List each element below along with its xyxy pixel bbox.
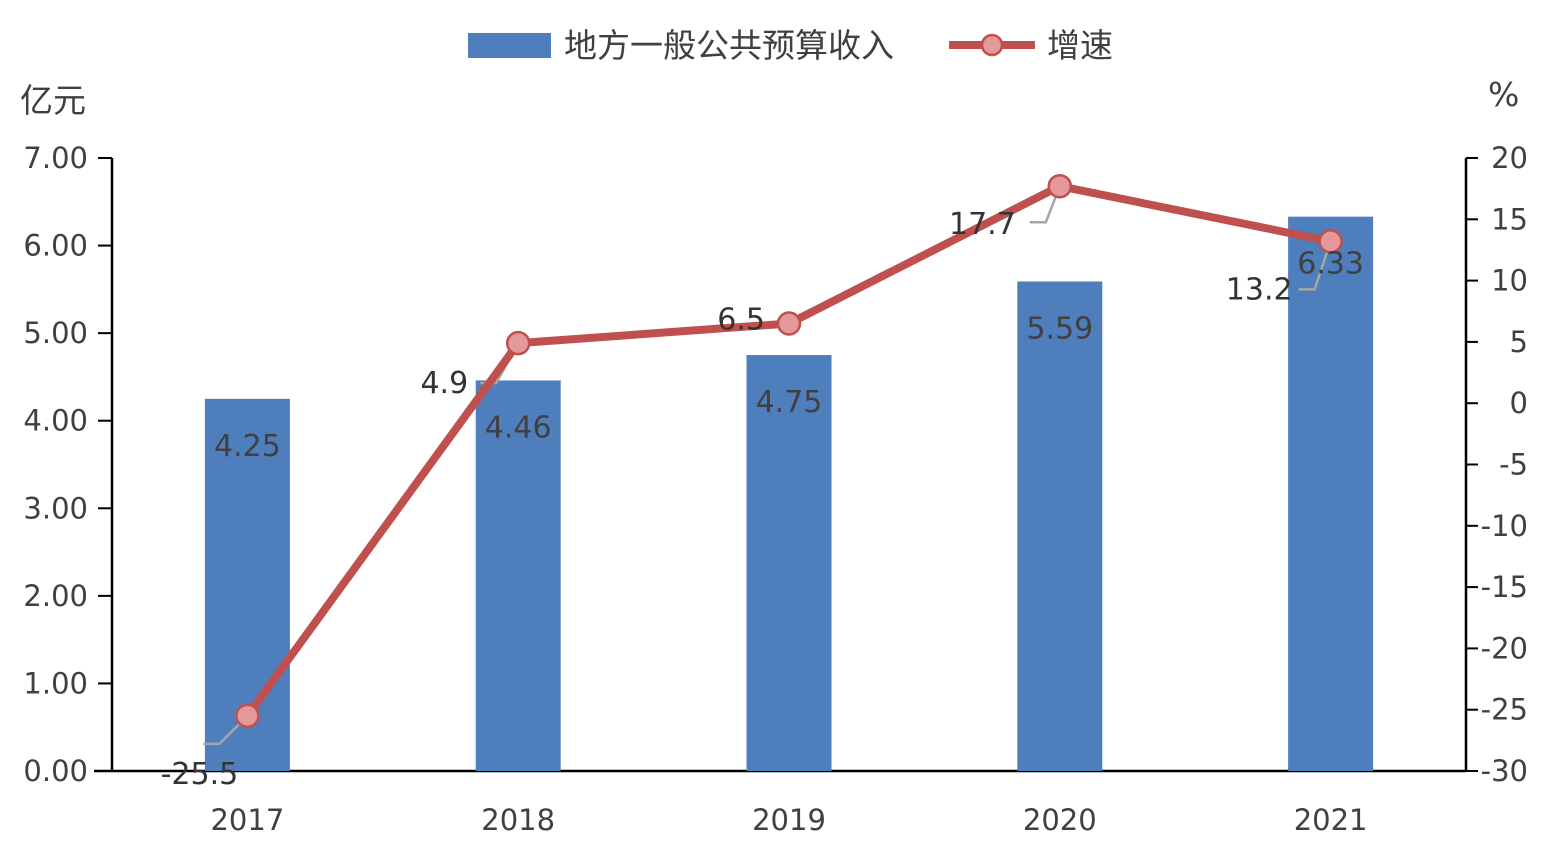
growth-value-label: 17.7: [949, 207, 1016, 242]
left-axis-unit: 亿元: [20, 81, 86, 120]
x-tick-label: 2017: [210, 803, 284, 837]
left-tick-label: 2.00: [23, 579, 88, 613]
bar-value-label: 4.75: [756, 385, 823, 420]
growth-value-label: 6.5: [717, 303, 765, 338]
right-tick-label: -15: [1481, 570, 1528, 604]
x-tick-label: 2019: [752, 803, 826, 837]
axes: 0.00 1.00 2.00 3.00 4.00 5.00 6.00 7.00 -30 -25 -2…: [23, 141, 1528, 837]
growth-point: [1318, 229, 1343, 254]
x-tick-label: 2021: [1294, 803, 1368, 837]
bar: [1288, 216, 1374, 771]
right-tick-label: 10: [1491, 264, 1528, 298]
left-tick-label: 4.00: [23, 404, 88, 438]
right-tick-label: -20: [1481, 631, 1528, 665]
growth-point: [235, 703, 260, 729]
bar: [746, 355, 832, 771]
right-tick-label: 0: [1510, 386, 1528, 420]
left-tick-label: 6.00: [23, 229, 88, 263]
left-tick-label: 3.00: [23, 491, 88, 525]
legend-swatch-marker: [980, 33, 1004, 57]
legend: 地方一般公共预算收入 增速: [468, 26, 1113, 65]
legend-label-line: 增速: [1047, 26, 1113, 65]
legend-swatch-bar: [468, 33, 551, 58]
bar-value-label: 5.59: [1026, 311, 1093, 346]
bar-value-label: 6.33: [1297, 247, 1364, 282]
right-tick-label: 20: [1491, 141, 1528, 175]
growth-point: [1047, 173, 1073, 199]
bar-value-label: 4.25: [214, 429, 281, 464]
bar: [1017, 281, 1103, 771]
bar-value-label: 4.46: [485, 410, 552, 445]
right-tick-label: -30: [1481, 754, 1528, 788]
bar: [475, 380, 561, 771]
growth-point: [776, 311, 802, 336]
right-tick-label: 5: [1510, 325, 1528, 359]
label-leader-line: [1298, 240, 1332, 291]
growth-line: [235, 173, 1343, 729]
bars: [204, 216, 1374, 771]
legend-label-bar: 地方一般公共预算收入: [564, 26, 894, 65]
right-axis-unit: %: [1488, 75, 1519, 114]
growth-value-label: -25.5: [161, 757, 239, 792]
left-tick-label: 7.00: [23, 141, 88, 175]
right-tick-label: -25: [1481, 693, 1528, 727]
growth-point: [505, 330, 531, 356]
growth-value-label: 4.9: [420, 366, 468, 401]
x-tick-label: 2020: [1023, 803, 1097, 837]
data-labels: 4.25 4.46 4.75 5.59 6.33 -25.5 4.9 6.5 17.7 13.2: [161, 207, 1364, 792]
growth-value-label: 13.2: [1226, 272, 1293, 307]
right-tick-label: 15: [1491, 202, 1528, 236]
label-leader-line: [1029, 185, 1061, 224]
left-tick-label: 5.00: [23, 316, 88, 350]
left-tick-label: 0.00: [23, 754, 88, 788]
label-leader-line: [203, 714, 249, 746]
left-tick-label: 1.00: [23, 666, 88, 700]
x-tick-label: 2018: [481, 803, 555, 837]
right-tick-label: -10: [1481, 509, 1528, 543]
right-tick-label: -5: [1499, 448, 1528, 482]
